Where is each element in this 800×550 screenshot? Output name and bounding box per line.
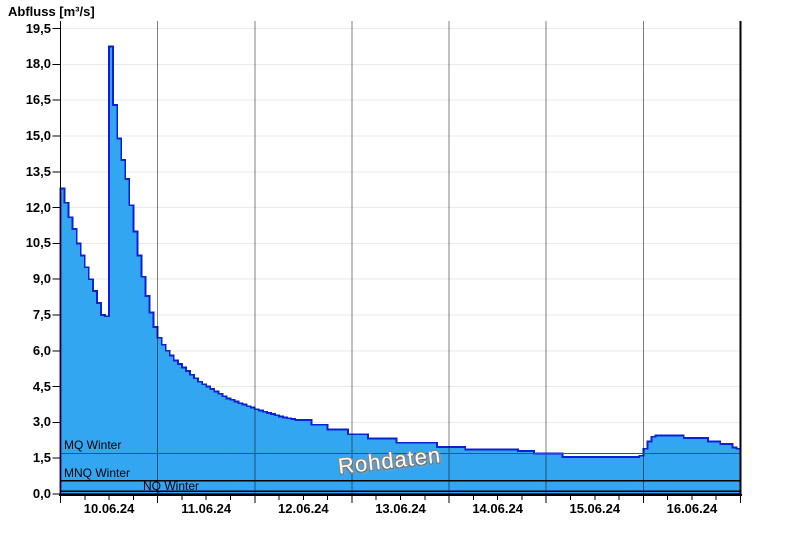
y-tick-label: 12,0 — [25, 199, 51, 215]
ref-line-label-mq-winter: MQ Winter — [64, 438, 122, 453]
area-series-rohdaten — [59, 45, 742, 495]
x-tick-label: 12.06.24 — [278, 501, 329, 516]
ref-line-label-mnq-winter: MNQ Winter — [64, 465, 130, 480]
ref-line-label-nq-winter: NQ Winter — [143, 478, 200, 493]
y-tick-label: 4,5 — [32, 378, 51, 394]
x-tick-label: 10.06.24 — [83, 501, 135, 516]
y-tick-label: 18,0 — [25, 56, 51, 72]
x-axis-line — [59, 494, 742, 496]
y-tick-label: 10,5 — [25, 235, 51, 251]
y-tick-label: 3,0 — [32, 414, 51, 430]
x-tick-label: 13.06.24 — [375, 501, 426, 516]
y-tick-label: 19,5 — [25, 20, 51, 36]
y-tick-label: 6,0 — [32, 342, 51, 358]
y-tick-label: 7,5 — [32, 307, 51, 322]
plot-right-border — [739, 21, 742, 496]
y-tick-label: 9,0 — [32, 271, 51, 287]
x-tick-label: 14.06.24 — [472, 501, 523, 516]
x-tick-label: 11.06.24 — [181, 501, 232, 516]
y-tick-label: 1,5 — [32, 450, 51, 466]
y-tick-label: 15,0 — [25, 128, 51, 144]
y-tick-label: 0,0 — [32, 486, 51, 501]
y-tick-label: 13,5 — [25, 163, 51, 179]
x-tick-label: 15.06.24 — [569, 501, 621, 516]
x-tick-label: 16.06.24 — [666, 501, 718, 516]
chart-title: Abfluss [m³/s] — [8, 4, 95, 19]
y-tick-label: 16,5 — [25, 92, 51, 108]
